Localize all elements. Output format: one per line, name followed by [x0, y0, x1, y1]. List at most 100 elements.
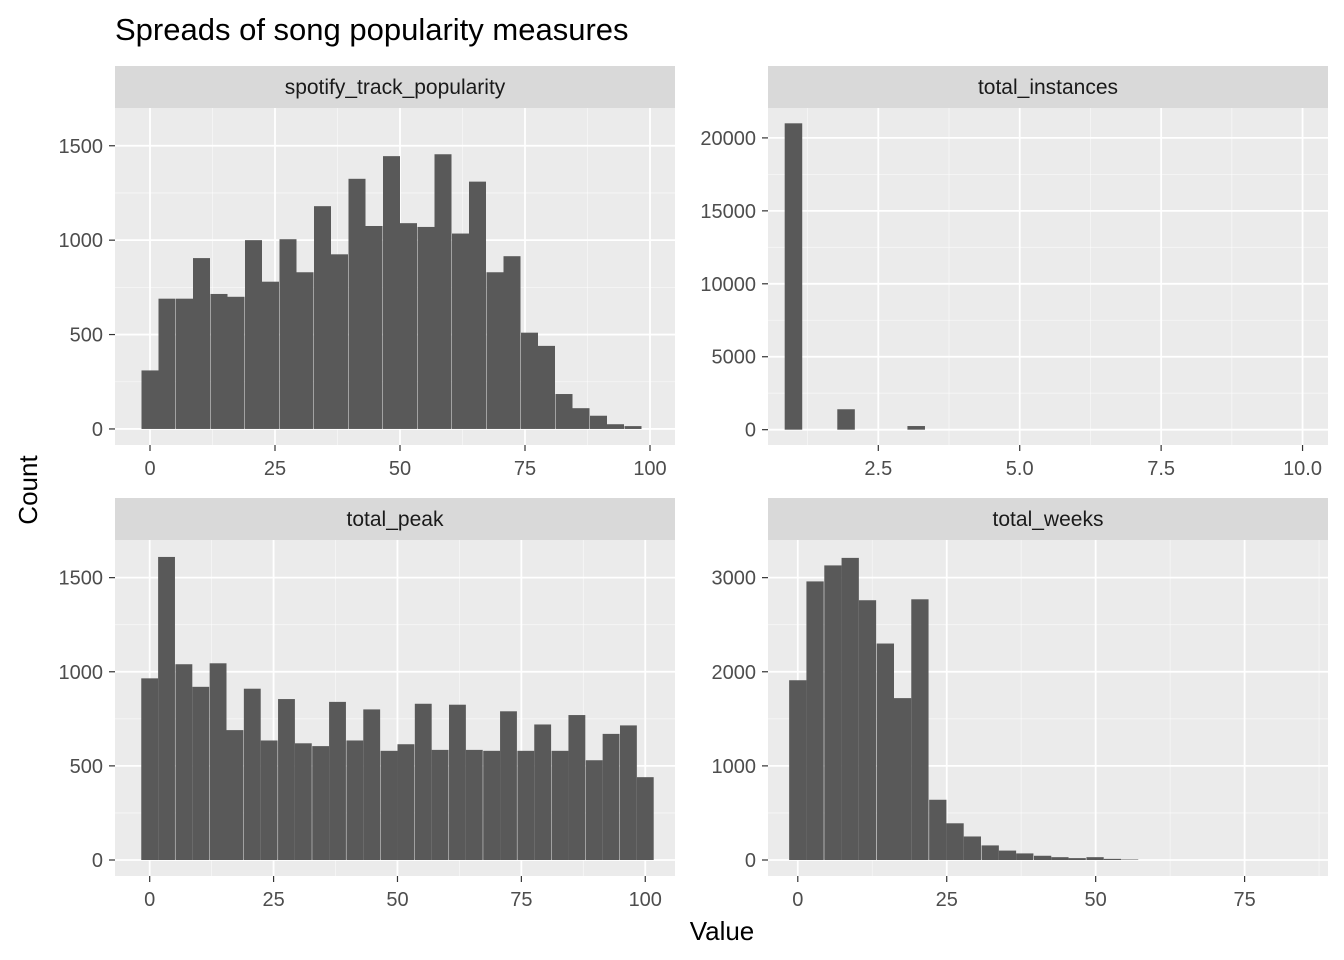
histogram-bar	[158, 556, 175, 860]
histogram-bar	[500, 711, 517, 860]
histogram-bar	[141, 678, 159, 860]
histogram-bar	[907, 426, 925, 430]
histogram-bar	[331, 254, 348, 429]
y-tick-label: 10000	[700, 274, 756, 296]
facet-strip	[115, 498, 675, 540]
histogram-bar	[837, 409, 855, 430]
y-tick-label: 0	[745, 420, 756, 442]
histogram-bar	[329, 701, 346, 860]
histogram-bar	[417, 226, 435, 429]
facet-strip	[768, 498, 1328, 540]
histogram-bar	[400, 223, 417, 429]
x-tick-label: 75	[1233, 889, 1255, 911]
histogram-bar	[841, 557, 859, 860]
histogram-bar	[806, 581, 824, 860]
facet-strip-label: total_instances	[978, 76, 1118, 99]
histogram-bar	[227, 296, 245, 429]
histogram-bar	[312, 746, 330, 860]
x-tick-label: 25	[262, 889, 284, 911]
x-tick-label: 25	[264, 458, 286, 480]
y-tick-label: 2000	[712, 662, 757, 684]
histogram-bar	[397, 744, 415, 860]
histogram-bar	[452, 233, 469, 429]
x-tick-label: 0	[144, 889, 155, 911]
histogram-bar	[858, 600, 877, 860]
histogram-bar	[346, 740, 364, 860]
y-tick-label: 1500	[59, 568, 104, 590]
x-tick-label: 0	[144, 458, 155, 480]
histogram-bar	[176, 298, 193, 429]
x-tick-label: 100	[633, 458, 666, 480]
histogram-bar	[449, 704, 466, 860]
histogram-bar	[894, 698, 912, 860]
histogram-bar	[486, 272, 504, 429]
y-tick-label: 3000	[712, 568, 757, 590]
histogram-bar	[465, 749, 483, 860]
histogram-bar	[193, 258, 210, 429]
histogram-bar	[824, 565, 842, 860]
histogram-bar	[209, 663, 227, 860]
x-tick-label: 0	[792, 889, 803, 911]
x-tick-label: 75	[514, 458, 536, 480]
y-tick-label: 0	[745, 850, 756, 872]
x-tick-label: 2.5	[864, 458, 892, 480]
y-tick-label: 0	[92, 850, 103, 872]
y-tick-label: 0	[92, 419, 103, 441]
histogram-bar	[192, 686, 210, 860]
histogram-bar	[210, 293, 228, 429]
histogram-bar	[243, 688, 261, 860]
histogram-bar	[294, 743, 312, 860]
y-tick-label: 20000	[700, 128, 756, 150]
histogram-bars	[784, 123, 925, 430]
histogram-bar	[784, 123, 803, 430]
histogram-bar	[551, 750, 569, 860]
histogram-bars	[141, 154, 642, 429]
histogram-bar	[380, 750, 398, 860]
histogram-bar	[260, 740, 278, 860]
histogram-bar	[469, 181, 486, 429]
histogram-bar	[521, 332, 538, 429]
histogram-bar	[503, 256, 521, 429]
histogram-bar	[245, 240, 262, 429]
histogram-bar	[929, 799, 947, 860]
histogram-bar	[568, 715, 586, 860]
y-tick-label: 1000	[59, 230, 104, 252]
x-tick-label: 50	[386, 889, 408, 911]
x-tick-label: 50	[389, 458, 411, 480]
histogram-bar	[981, 845, 999, 860]
histogram-bar	[1016, 853, 1034, 860]
facet-strip-label: total_peak	[347, 508, 444, 531]
histogram-bar	[517, 750, 535, 860]
x-tick-label: 50	[1085, 889, 1107, 911]
x-tick-label: 10.0	[1283, 458, 1322, 480]
histogram-bar	[363, 709, 381, 860]
histogram-bar	[619, 725, 637, 860]
y-tick-label: 1500	[59, 136, 104, 158]
y-tick-label: 5000	[712, 347, 757, 369]
histogram-bar	[572, 408, 590, 429]
histogram-bar	[483, 750, 501, 860]
histogram-bar	[141, 370, 159, 429]
facet-panel-total-weeks: total_weeks 0 25 50 75 0 1000 2000 3000	[712, 498, 1328, 911]
facet-strip	[768, 66, 1328, 108]
y-tick-label: 15000	[700, 201, 756, 223]
x-tick-label: 75	[510, 889, 532, 911]
histogram-bar	[278, 699, 295, 860]
histogram-bar	[1086, 857, 1104, 860]
histogram-bar	[262, 281, 279, 429]
y-axis-title: Count	[13, 455, 43, 525]
facet-strip-label: total_weeks	[993, 508, 1104, 531]
facet-strip	[115, 66, 675, 108]
histogram-bar	[963, 836, 981, 860]
x-tick-label: 5.0	[1006, 458, 1034, 480]
x-tick-label: 7.5	[1147, 458, 1175, 480]
histogram-bar	[585, 760, 603, 860]
panel-background	[768, 108, 1328, 445]
histogram-bar	[314, 206, 331, 429]
histogram-bar	[383, 156, 400, 429]
histogram-bar	[158, 298, 176, 429]
histogram-bar	[607, 424, 624, 429]
